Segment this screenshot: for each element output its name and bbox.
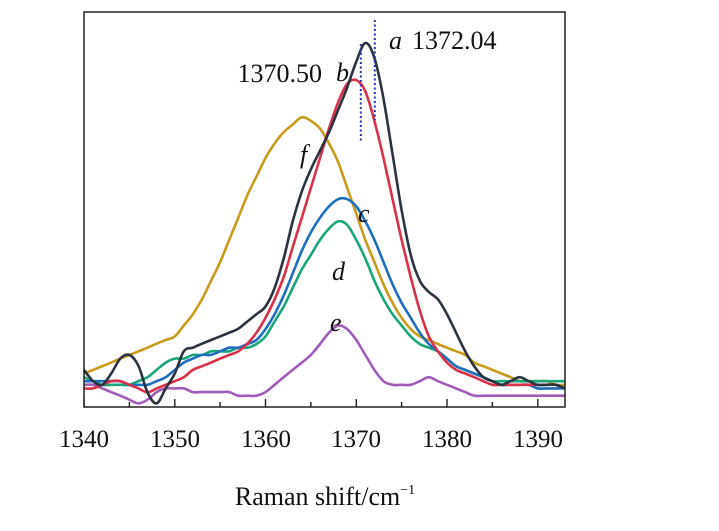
plot-frame [83, 11, 566, 408]
x-tick-label-1360: 1360 [241, 426, 291, 453]
x-axis-title-superscript: −1 [400, 483, 415, 498]
series-line-f [83, 115, 566, 387]
curve-label-b: b [336, 58, 349, 87]
x-axis-title: Raman shift/cm−1 [235, 482, 415, 511]
series-line-d [83, 219, 565, 387]
curve-label-c: c [358, 199, 370, 228]
series-line-b [83, 78, 566, 394]
x-axis-title-text: Raman shift/cm [235, 482, 400, 511]
series-line-c [83, 196, 565, 390]
series-line-a [82, 41, 566, 405]
peak-label-1372: 1372.04 [412, 26, 497, 55]
x-tick-label-1380: 1380 [422, 426, 472, 453]
x-tick-label-1350: 1350 [150, 426, 200, 453]
curve-label-e: e [330, 308, 342, 337]
peak-label-1370: 1370.50 [238, 59, 323, 88]
curve-label-a: a [389, 26, 402, 55]
spectrum-curves [82, 41, 566, 405]
x-axis-ticks [83, 399, 539, 407]
series-line-e [83, 324, 565, 405]
x-tick-label-1390: 1390 [513, 426, 563, 453]
curve-label-d: d [332, 257, 346, 286]
x-tick-label-1370: 1370 [331, 426, 381, 453]
peak-marker-lines [359, 20, 376, 142]
curve-label-f: f [300, 140, 311, 169]
x-tick-label-1340: 1340 [59, 426, 109, 453]
